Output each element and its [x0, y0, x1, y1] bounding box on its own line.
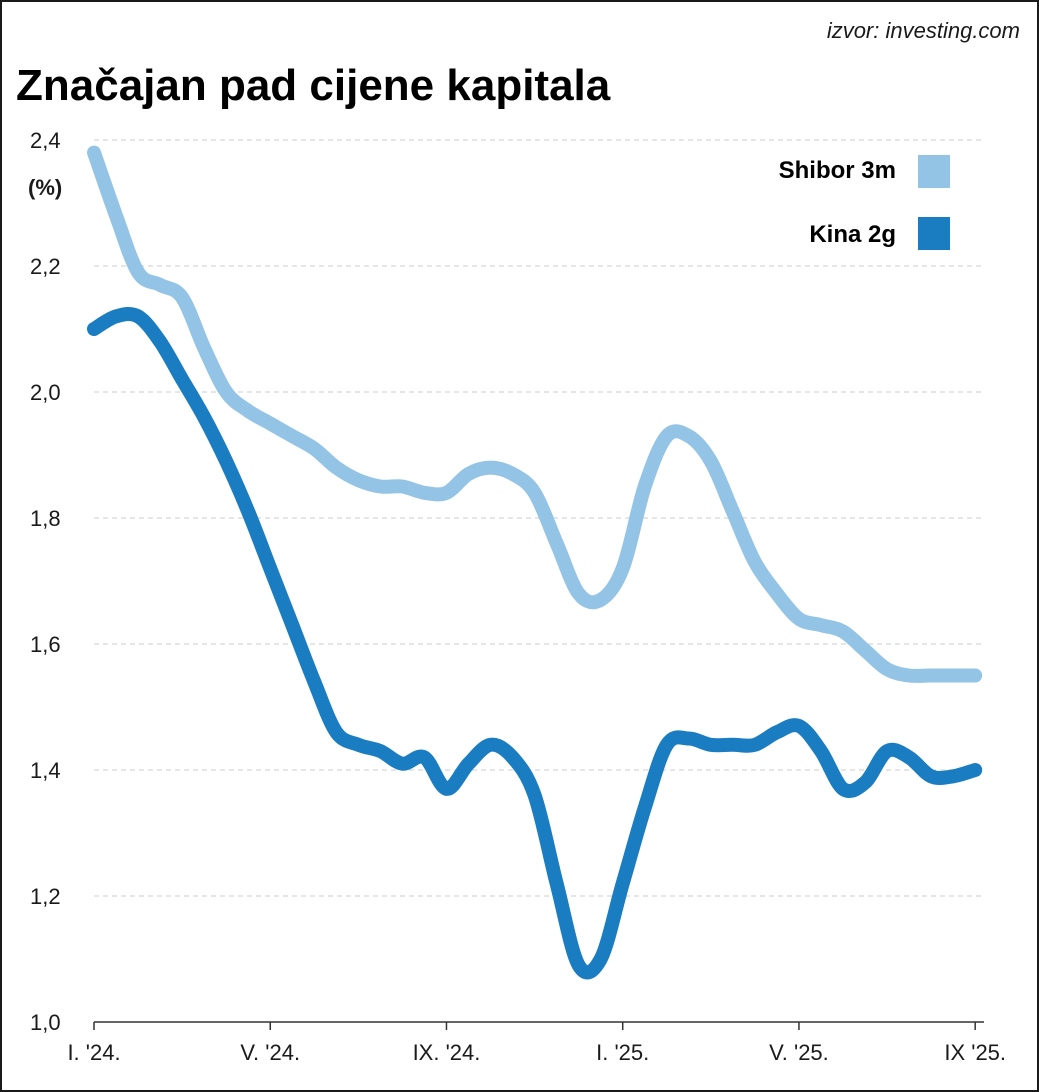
series-lines: [87, 145, 983, 980]
x-tick-label: I. '24.: [67, 1040, 120, 1065]
legend-label-kina-2g: Kina 2g: [809, 221, 896, 248]
gridlines: [94, 139, 984, 897]
y-axis-ticks: 1,0 1,2 1,4 1,6 1,8 2,0 2,2 2,4: [30, 128, 61, 1035]
x-tick-label: IX. '24.: [413, 1040, 481, 1065]
y-tick-label: 1,8: [30, 506, 61, 531]
x-tick-label: I. '25.: [596, 1040, 649, 1065]
x-tick-label: V. '25.: [769, 1040, 829, 1065]
chart-title: Značajan pad cijene kapitala: [16, 61, 611, 110]
y-tick-label: 2,4: [30, 128, 61, 153]
x-axis-ticks: I. '24. V. '24. IX. '24. I. '25. V. '25. IX '…: [67, 1022, 1006, 1065]
y-tick-label: 1,4: [30, 758, 61, 783]
y-tick-label: 2,2: [30, 254, 61, 279]
legend-swatch-kina-2g: [918, 217, 950, 250]
y-axis-unit: (%): [28, 175, 62, 200]
legend: Shibor 3m Kina 2g: [779, 155, 950, 250]
series-line-kina-2g: [87, 307, 983, 980]
x-tick-label: IX '25.: [944, 1040, 1006, 1065]
y-tick-label: 1,2: [30, 884, 61, 909]
y-tick-label: 1,6: [30, 632, 61, 657]
legend-swatch-shibor-3m: [918, 155, 950, 188]
y-tick-label: 1,0: [30, 1010, 61, 1035]
x-tick-label: V. '24.: [240, 1040, 300, 1065]
series-line-shibor-3m: [87, 145, 983, 683]
legend-label-shibor-3m: Shibor 3m: [779, 157, 896, 184]
y-tick-label: 2,0: [30, 380, 61, 405]
source-label: izvor: investing.com: [827, 18, 1020, 43]
